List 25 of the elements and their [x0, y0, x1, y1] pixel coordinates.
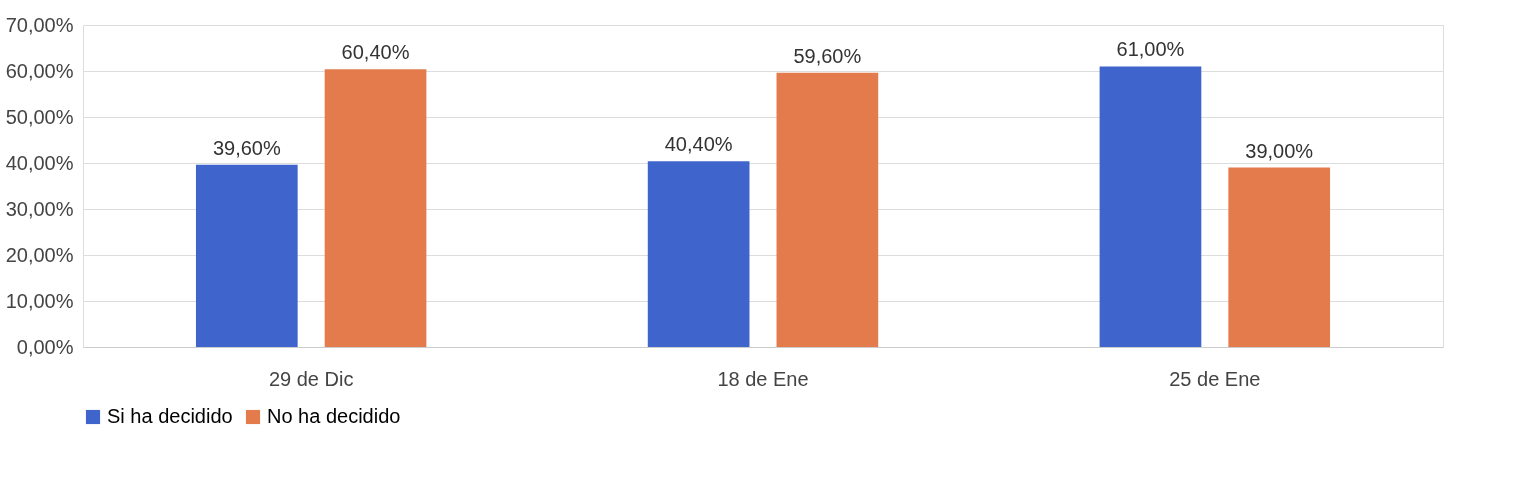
y-tick-label: 50,00%	[5, 105, 74, 128]
y-tick-label: 0,00%	[16, 335, 74, 358]
data-label: 61,00%	[1116, 38, 1185, 61]
legend-label: No ha decidido	[267, 405, 401, 427]
bar	[1099, 66, 1202, 347]
bar	[324, 69, 427, 347]
x-tick-label: 25 de Ene	[1169, 367, 1261, 390]
data-label: 39,60%	[212, 136, 281, 159]
y-tick-label: 30,00%	[5, 197, 74, 220]
x-tick-label: 29 de Dic	[268, 367, 354, 390]
y-tick-label: 70,00%	[5, 13, 74, 36]
x-tick-label: 18 de Ene	[717, 367, 809, 390]
bar	[1228, 167, 1331, 347]
bar	[776, 72, 879, 347]
data-label: 40,40%	[664, 133, 733, 156]
bar	[647, 161, 750, 347]
bar	[195, 164, 298, 347]
y-tick-label: 60,00%	[5, 59, 74, 82]
data-label: 60,40%	[341, 41, 410, 64]
data-label: 59,60%	[793, 44, 862, 67]
y-tick-label: 40,00%	[5, 151, 74, 174]
y-tick-label: 20,00%	[5, 243, 74, 266]
data-label: 39,00%	[1245, 139, 1314, 162]
legend-label: Si ha decidido	[107, 405, 233, 427]
y-tick-label: 10,00%	[5, 289, 74, 312]
